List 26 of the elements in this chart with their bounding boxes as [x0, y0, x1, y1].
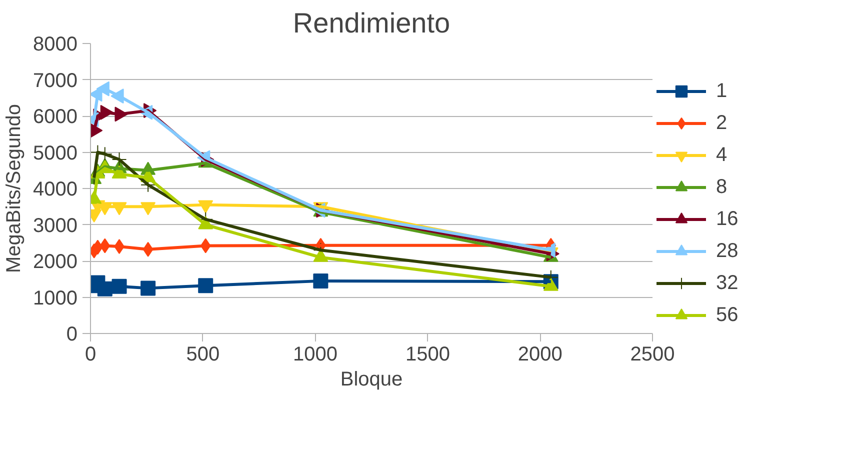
- y-tick-label: 1000: [33, 287, 78, 310]
- y-tick-label: 2000: [33, 251, 78, 273]
- y-tick-label: 7000: [33, 70, 78, 92]
- y-tick-label: 0: [66, 324, 78, 346]
- legend-label: 32: [716, 272, 738, 294]
- x-tick-label: 1000: [293, 344, 338, 366]
- y-tick-label: 5000: [33, 142, 78, 164]
- legend-label: 56: [716, 304, 738, 326]
- x-tick-label: 2000: [518, 344, 562, 366]
- y-tick-label: 6000: [33, 106, 78, 128]
- y-tick-label: 4000: [33, 178, 78, 200]
- x-axis-title: Bloque: [340, 368, 403, 390]
- y-tick-label: 8000: [33, 34, 78, 56]
- legend-label: 2: [716, 112, 728, 134]
- legend-label: 8: [716, 176, 728, 198]
- legend-label: 16: [716, 208, 738, 230]
- x-tick-label: 500: [186, 344, 220, 366]
- x-tick-label: 2500: [630, 344, 675, 366]
- legend-label: 28: [716, 240, 738, 262]
- legend-label: 1: [716, 80, 728, 102]
- legend-label: 4: [716, 144, 728, 166]
- x-tick-label: 1500: [405, 344, 450, 366]
- x-tick-label: 0: [84, 344, 96, 366]
- y-tick-label: 3000: [33, 214, 78, 237]
- y-axis-title: MegaBits/Segundo: [3, 104, 26, 273]
- chart-title: Rendimiento: [292, 8, 450, 38]
